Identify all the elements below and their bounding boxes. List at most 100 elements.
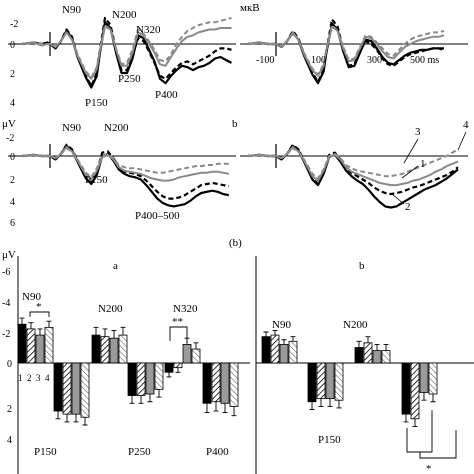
label-leader — [403, 138, 419, 164]
error-bar — [430, 394, 436, 403]
bar-P150-1 — [307, 362, 317, 403]
error-bar — [290, 336, 296, 342]
significance-marker: * — [426, 463, 432, 474]
bar-P150-2 — [62, 362, 72, 415]
bar-P400-4 — [229, 362, 239, 407]
bar-P250-4 — [154, 362, 164, 390]
error-bar — [46, 320, 52, 328]
y-tick: -4 — [2, 298, 10, 309]
y-tick: 0 — [10, 40, 15, 51]
waveforms — [22, 16, 233, 89]
y-tick: 4 — [10, 98, 15, 109]
bar-N320-3 — [182, 343, 192, 364]
bars — [261, 330, 438, 427]
panel-letter: b — [359, 260, 365, 272]
y-tick: -6 — [2, 267, 10, 278]
bar-N90-3 — [35, 334, 45, 364]
group-label: N90 — [22, 291, 41, 303]
error-bar — [383, 343, 389, 351]
group-label: P150 — [34, 446, 57, 458]
bar-N90-4 — [44, 326, 54, 364]
significance-bracket — [169, 326, 188, 341]
series-label: 4 — [463, 119, 469, 131]
bar-P150-4 — [80, 362, 90, 418]
significance-marker: * — [36, 301, 42, 313]
component-label: P250 — [118, 73, 141, 85]
waveform-line-solid-gray — [22, 146, 229, 182]
group-label: P250 — [128, 446, 151, 458]
panel-bottom-right: b N90 P150 N200 * — [256, 260, 474, 474]
error-bar — [213, 401, 219, 412]
x-tick: -100 — [256, 55, 274, 66]
error-bar — [175, 367, 181, 373]
y-tick: 0 — [10, 152, 15, 163]
bar-N200-2 — [363, 342, 373, 364]
bar-N200-1 — [354, 347, 364, 364]
error-bar — [73, 414, 79, 423]
error-bar — [222, 403, 228, 414]
panel-bottom-left: μV a -6 -4 -2 0 2 4 N90 P150 N200 P250 N… — [2, 249, 250, 474]
error-bar — [147, 394, 153, 403]
component-label: P150 — [85, 97, 108, 109]
error-bar — [193, 342, 199, 350]
error-bar — [365, 336, 371, 343]
y-tick: 4 — [10, 197, 15, 208]
group-label: N90 — [272, 319, 291, 331]
error-bar — [19, 317, 25, 325]
waveforms — [22, 143, 230, 208]
waveforms — [247, 143, 459, 209]
error-bar — [309, 401, 315, 410]
waveform-line-dashed-black — [22, 16, 232, 88]
bar-P250-1 — [127, 362, 137, 396]
bar-P250-3 — [145, 362, 155, 395]
bar-N320-2 — [173, 362, 183, 369]
error-bar — [120, 326, 126, 336]
bar-late-4 — [428, 362, 438, 395]
bar-late-2 — [410, 362, 420, 420]
figure-label: (b) — [229, 237, 242, 249]
bar-N320-1 — [164, 362, 174, 373]
group-label: N200 — [98, 303, 123, 315]
error-bar — [281, 339, 287, 345]
error-bar — [421, 392, 427, 401]
component-label: P150 — [85, 174, 108, 186]
bar-N90-1 — [261, 336, 271, 364]
error-bar — [64, 414, 70, 423]
bar-N90-3 — [279, 343, 289, 364]
panel-middle-right: b 1 2 3 4 — [232, 118, 469, 213]
waveform-line-solid-gray — [247, 25, 445, 77]
waveform-line-solid-black — [22, 144, 230, 208]
series-label: 2 — [405, 201, 411, 213]
component-label: P400 — [155, 89, 178, 101]
error-bar — [374, 343, 380, 351]
series-label: 3 — [415, 126, 421, 138]
significance-bracket — [29, 311, 50, 317]
error-bar — [263, 331, 269, 337]
condition-label: 3 — [36, 373, 41, 383]
y-tick: 2 — [10, 69, 15, 80]
bar-N90-4 — [288, 340, 298, 364]
component-label: N320 — [136, 24, 161, 36]
component-label: N200 — [112, 9, 137, 21]
y-tick: 6 — [10, 218, 15, 229]
group-label: P400 — [206, 446, 229, 458]
error-bar — [37, 328, 43, 336]
bar-P150-4 — [334, 362, 344, 401]
bar-late-1 — [401, 362, 411, 415]
panel-top-right: мкВ -100 100 300 500 ms — [240, 2, 468, 85]
error-bar — [327, 398, 333, 407]
label-leader — [457, 131, 467, 151]
x-tick: 300 — [367, 55, 382, 66]
y-tick: -2 — [2, 329, 10, 340]
error-bar — [318, 398, 324, 407]
error-bar — [28, 322, 34, 329]
bar-P400-3 — [220, 362, 230, 404]
error-bar — [336, 400, 342, 409]
waveform-line-dashed-gray — [22, 16, 232, 79]
component-label: P400–500 — [135, 210, 180, 222]
bar-N90-2 — [26, 328, 36, 364]
bar-N200-2 — [100, 336, 110, 364]
bar-P250-2 — [136, 362, 146, 396]
bars — [17, 317, 239, 426]
